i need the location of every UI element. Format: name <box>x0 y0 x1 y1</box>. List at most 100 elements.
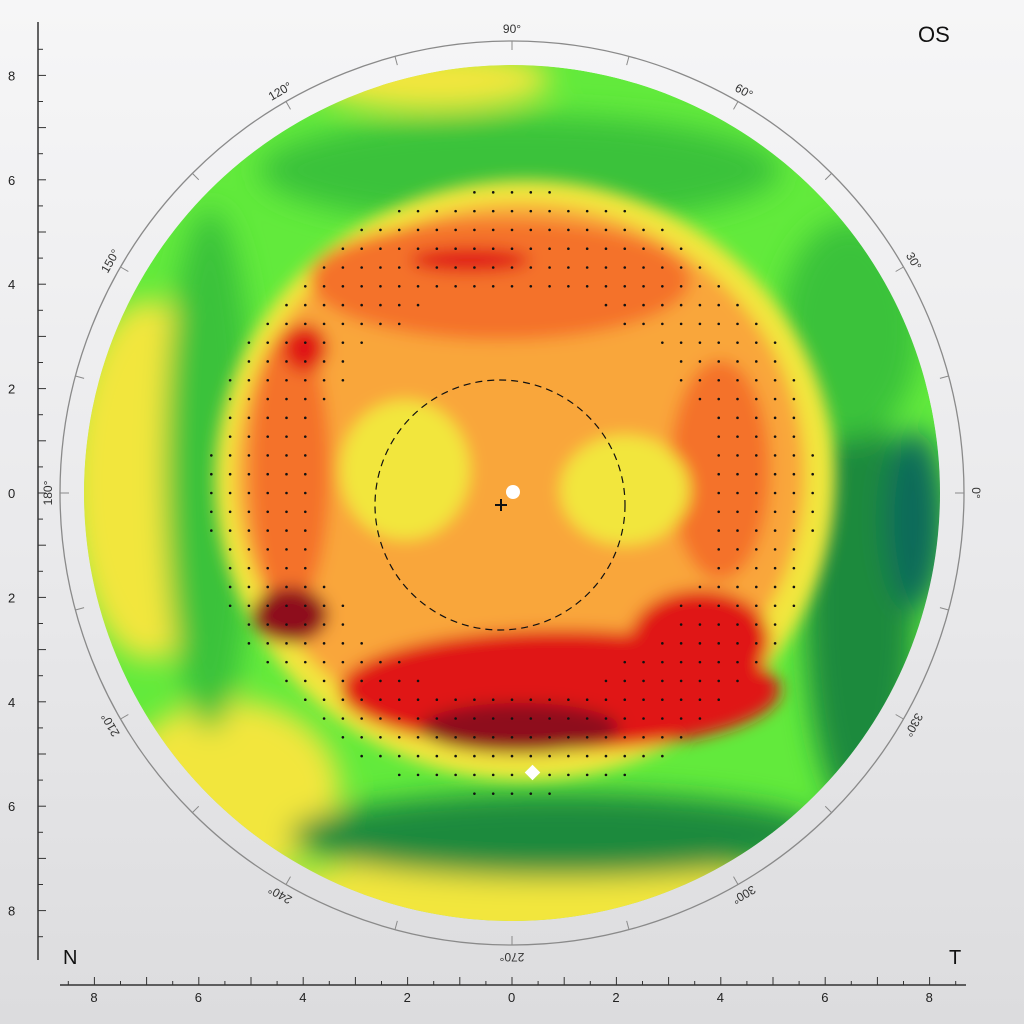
grid-dot <box>454 717 457 720</box>
grid-dot <box>247 566 251 570</box>
grid-dot <box>754 566 758 570</box>
grid-dot <box>210 510 213 514</box>
grid-dot <box>491 754 495 758</box>
grid-dot <box>397 209 401 213</box>
grid-dot <box>266 416 270 420</box>
grid-dot <box>454 773 457 777</box>
temporal-label: T <box>949 947 961 969</box>
grid-dot <box>698 284 702 288</box>
ring-tick <box>939 607 949 611</box>
grid-dot <box>773 623 777 626</box>
grid-dot <box>247 623 251 626</box>
grid-dot <box>379 322 382 326</box>
grid-dot <box>754 416 758 420</box>
grid-dot <box>529 284 533 288</box>
grid-dot <box>285 303 288 307</box>
grid-dot <box>642 660 645 664</box>
grid-dot <box>529 792 533 795</box>
grid-dot <box>567 698 570 702</box>
grid-dot <box>228 510 232 514</box>
grid-dot <box>661 642 664 645</box>
grid-dot <box>285 623 288 626</box>
grid-dot <box>303 566 307 570</box>
grid-dot <box>642 247 645 251</box>
grid-dot <box>435 209 439 213</box>
grid-dot <box>773 397 777 401</box>
grid-dot <box>285 679 288 683</box>
grid-dot <box>717 529 721 532</box>
ring-tick <box>394 920 398 930</box>
grid-dot <box>266 510 270 514</box>
grid-dot <box>548 191 551 194</box>
grid-dot <box>604 754 608 758</box>
grid-dot <box>510 717 514 720</box>
grid-dot <box>792 435 796 438</box>
apex-cross-marker <box>495 499 507 511</box>
grid-dot <box>679 717 683 720</box>
grid-dot <box>736 585 739 589</box>
grid-dot <box>491 228 495 232</box>
ring-tick <box>733 876 739 885</box>
grid-dot <box>397 735 401 739</box>
grid-dot <box>322 322 326 326</box>
x-tick-label: 8 <box>90 990 97 1005</box>
grid-dot <box>811 491 814 495</box>
grid-dot <box>397 660 401 664</box>
grid-dot <box>473 284 476 288</box>
grid-dot <box>698 623 702 626</box>
angle-label: 270° <box>499 950 524 964</box>
grid-dot <box>360 228 363 232</box>
grid-dot <box>811 454 814 457</box>
grid-dot <box>266 435 270 438</box>
grid-dot <box>623 660 627 664</box>
measurement-dot-grid <box>210 191 814 795</box>
grid-dot <box>266 660 270 664</box>
grid-dot <box>266 360 270 363</box>
grid-dot <box>623 247 627 251</box>
grid-dot <box>247 491 251 495</box>
grid-dot <box>585 735 589 739</box>
grid-dot <box>792 491 796 495</box>
grid-dot <box>228 529 232 532</box>
grid-dot <box>360 266 363 269</box>
grid-dot <box>416 773 420 777</box>
grid-dot <box>473 717 476 720</box>
grid-dot <box>623 698 627 702</box>
grid-dot <box>285 322 288 326</box>
x-tick-label: 8 <box>926 990 933 1005</box>
grid-dot <box>266 397 270 401</box>
ring-tick <box>824 173 832 181</box>
grid-dot <box>623 679 627 683</box>
x-axis: 8 6 4 2 0 2 4 6 8 <box>60 977 966 1005</box>
grid-dot <box>698 303 702 307</box>
grid-dot <box>322 341 326 344</box>
grid-dot <box>303 585 307 589</box>
ring-tick <box>120 266 129 272</box>
angle-label: 180° <box>41 480 55 505</box>
grid-dot <box>285 604 288 608</box>
grid-dot <box>228 585 232 589</box>
ring-tick <box>626 920 630 930</box>
grid-dot <box>736 322 739 326</box>
grid-dot <box>454 266 457 269</box>
grid-dot <box>679 698 683 702</box>
grid-dot <box>285 660 288 664</box>
grid-dot <box>266 378 270 382</box>
grid-dot <box>792 548 796 551</box>
grid-dot <box>736 679 739 683</box>
x-tick-label: 6 <box>821 990 828 1005</box>
grid-dot <box>397 717 401 720</box>
grid-dot <box>773 341 777 344</box>
grid-dot <box>698 698 702 702</box>
grid-dot <box>285 360 288 363</box>
grid-dot <box>792 416 796 420</box>
grid-dot <box>567 773 570 777</box>
grid-dot <box>454 754 457 758</box>
grid-dot <box>679 378 683 382</box>
grid-dot <box>322 284 326 288</box>
grid-dot <box>773 360 777 363</box>
grid-dot <box>736 435 739 438</box>
grid-dot <box>623 735 627 739</box>
grid-dot <box>360 660 363 664</box>
grid-dot <box>717 435 721 438</box>
